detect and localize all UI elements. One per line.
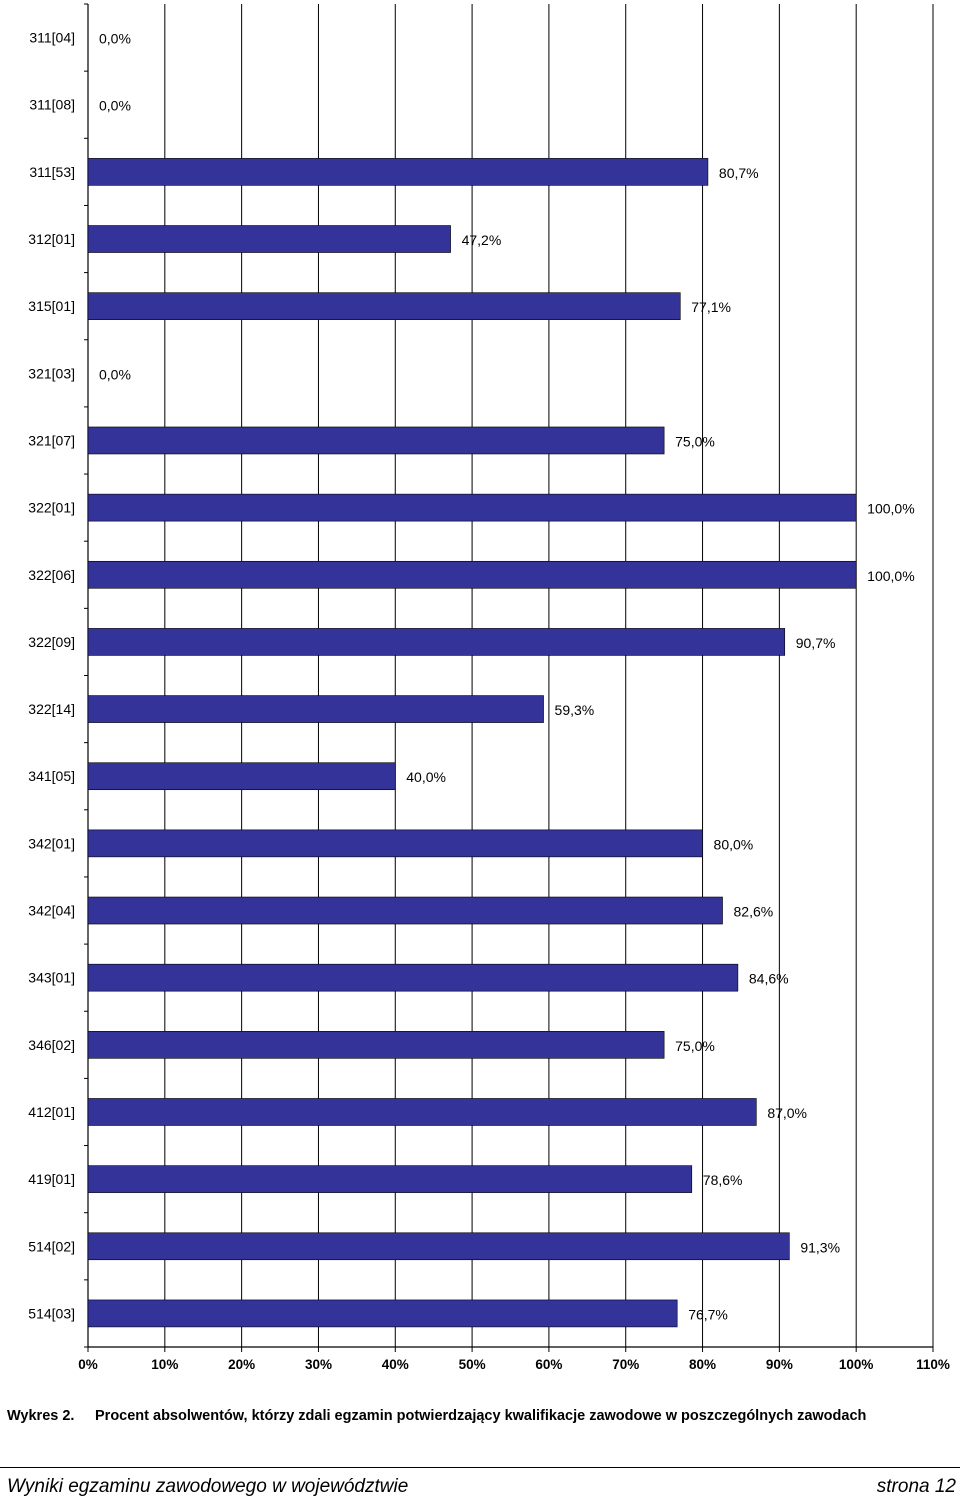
footer-title: Wyniki egzaminu zawodowego w województwi… — [7, 1476, 409, 1497]
footer-rule — [0, 1467, 960, 1468]
x-tick-label: 70% — [612, 1357, 639, 1372]
x-tick-label: 90% — [766, 1357, 793, 1372]
category-label: 322[06] — [28, 567, 75, 583]
data-label: 0,0% — [99, 98, 131, 114]
bar — [87, 762, 396, 791]
data-label: 84,6% — [749, 971, 789, 987]
data-label: 87,0% — [767, 1105, 807, 1121]
category-label: 412[01] — [28, 1104, 75, 1120]
data-label: 0,0% — [99, 366, 131, 382]
bar — [87, 829, 703, 858]
category-label: 346[02] — [28, 1037, 75, 1053]
data-label: 100,0% — [867, 568, 914, 584]
bar — [87, 493, 857, 522]
data-label: 47,2% — [462, 232, 502, 248]
bar — [87, 158, 709, 186]
bar — [87, 560, 857, 589]
category-label: 322[01] — [28, 500, 75, 516]
data-label: 91,3% — [800, 1239, 840, 1255]
bar — [87, 896, 723, 925]
figure-caption: Wykres 2. Procent absolwentów, którzy zda… — [7, 1408, 866, 1424]
x-tick-label: 10% — [151, 1357, 178, 1372]
bar — [87, 426, 665, 455]
caption-text: Procent absolwentów, którzy zdali egzami… — [95, 1408, 867, 1424]
data-label: 75,0% — [675, 1038, 715, 1054]
category-label: 341[05] — [28, 768, 75, 784]
category-label: 514[03] — [28, 1305, 75, 1321]
data-label: 40,0% — [406, 769, 446, 785]
data-label: 100,0% — [867, 501, 914, 517]
category-label: 322[14] — [28, 701, 75, 717]
data-label: 78,6% — [703, 1172, 743, 1188]
bar — [87, 963, 739, 992]
x-tick-label: 110% — [916, 1357, 950, 1372]
data-label: 77,1% — [691, 299, 731, 315]
bar — [87, 292, 681, 320]
data-label: 75,0% — [675, 433, 715, 449]
category-label: 343[01] — [28, 970, 75, 986]
category-label: 321[07] — [28, 432, 75, 448]
x-tick-label: 50% — [459, 1357, 486, 1372]
category-label: 312[01] — [28, 231, 75, 247]
category-label: 322[09] — [28, 634, 75, 650]
data-label: 82,6% — [734, 904, 774, 920]
category-label: 342[01] — [28, 835, 75, 851]
caption-number: Wykres 2. — [7, 1408, 75, 1424]
bar-chart: 0% 10% 20% 30% 40% 50% 60% 70% 80% 90% 100% 110% 311… — [28, 3, 950, 1372]
bar — [87, 1031, 665, 1059]
bar — [87, 1165, 693, 1193]
x-tick-label: 80% — [689, 1357, 716, 1372]
category-label: 311[53] — [29, 164, 75, 180]
page-number: strona 12 — [876, 1476, 956, 1497]
bar — [87, 1098, 757, 1126]
x-tick-label: 100% — [839, 1357, 874, 1372]
category-label: 419[01] — [28, 1171, 75, 1187]
category-label: 311[08] — [29, 97, 75, 113]
bar — [87, 1299, 678, 1328]
bar — [87, 225, 451, 253]
data-label: 76,7% — [688, 1306, 728, 1322]
category-label: 514[02] — [28, 1238, 75, 1254]
data-label: 80,0% — [714, 836, 754, 852]
data-label: 59,3% — [555, 702, 595, 718]
x-tick-label: 0% — [78, 1357, 98, 1372]
bar — [87, 695, 544, 723]
x-tick-label: 60% — [535, 1357, 562, 1372]
category-label: 315[01] — [28, 298, 75, 314]
bar — [87, 1232, 790, 1261]
category-label: 321[03] — [28, 365, 75, 381]
x-tick-label: 20% — [228, 1357, 255, 1372]
category-label: 311[04] — [29, 30, 75, 46]
bar — [87, 628, 786, 656]
data-label: 0,0% — [99, 31, 131, 47]
data-label: 90,7% — [796, 635, 836, 651]
data-label: 80,7% — [719, 165, 759, 181]
x-tick-label: 30% — [305, 1357, 332, 1372]
category-label: 342[04] — [28, 903, 75, 919]
x-tick-label: 40% — [382, 1357, 409, 1372]
